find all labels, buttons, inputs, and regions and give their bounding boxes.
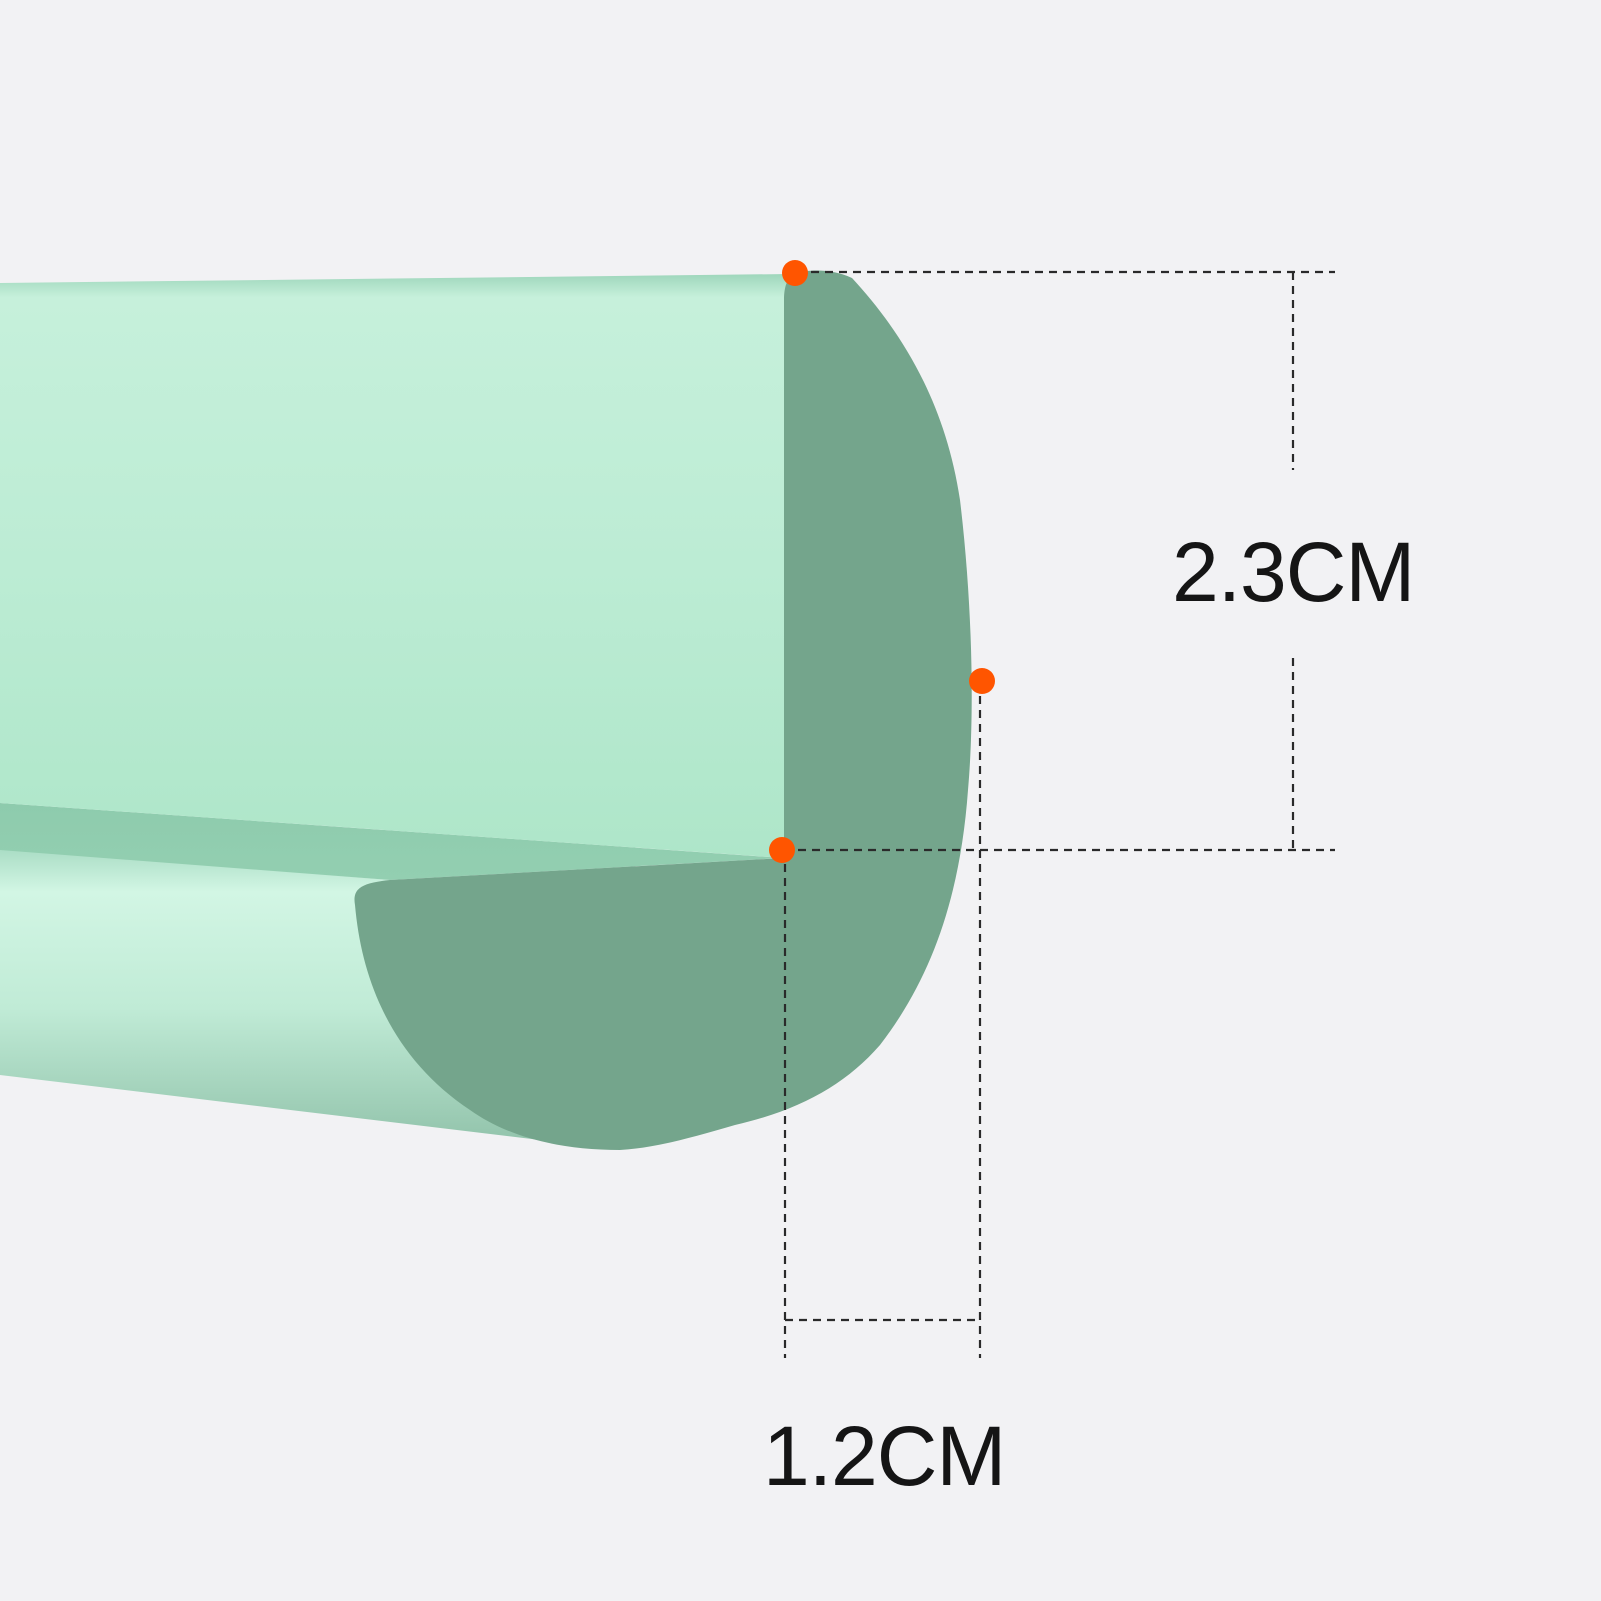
marker-inner-corner: [769, 837, 795, 863]
height-dimension-label: 2.3CM: [1166, 530, 1421, 614]
cross-section: [354, 270, 972, 1150]
strip-top-face: [0, 274, 790, 858]
dimension-lines: [783, 270, 1335, 1358]
strip-ledge: [0, 803, 783, 880]
width-dimension-label: 1.2CM: [757, 1414, 1012, 1498]
marker-top-corner: [782, 260, 808, 286]
marker-outer-edge: [969, 668, 995, 694]
reference-markers: [769, 260, 995, 863]
